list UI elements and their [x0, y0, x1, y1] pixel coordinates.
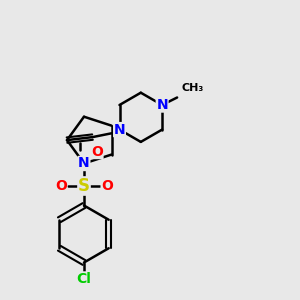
Text: N: N: [78, 157, 90, 170]
Text: O: O: [91, 145, 103, 158]
Text: N: N: [114, 123, 125, 136]
Text: N: N: [156, 98, 168, 112]
Text: Cl: Cl: [76, 272, 92, 286]
Text: CH₃: CH₃: [182, 83, 204, 93]
Text: O: O: [101, 179, 113, 193]
Text: S: S: [78, 177, 90, 195]
Text: O: O: [55, 179, 67, 193]
